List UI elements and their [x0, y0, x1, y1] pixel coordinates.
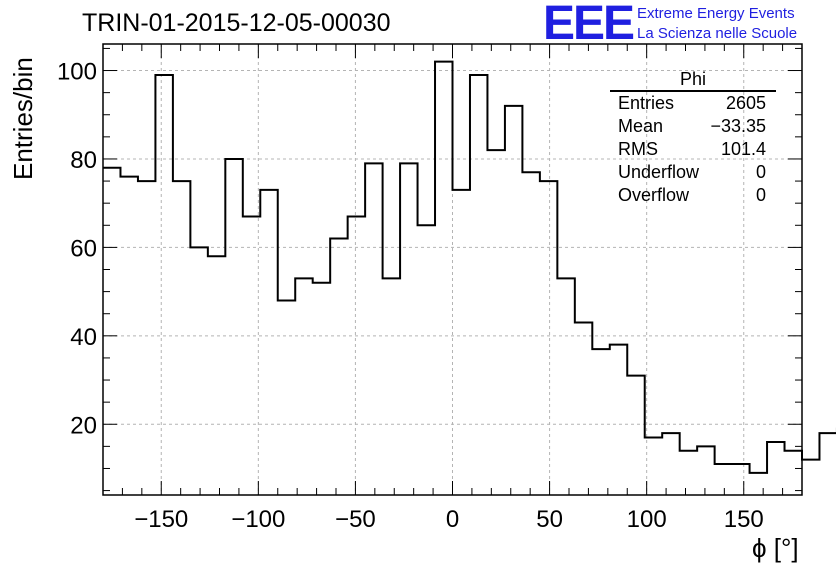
- stats-value: 0: [755, 185, 766, 205]
- stats-row-entries: Entries 2605: [610, 92, 776, 115]
- stats-value: 0: [755, 162, 766, 182]
- x-tick-label: 0: [446, 506, 459, 533]
- phi-histogram-line: [103, 60, 836, 474]
- y-axis-label: Entries/bin: [8, 57, 38, 180]
- stats-box: Phi Entries 2605 Mean −33.35 RMS 101.4 U…: [610, 68, 776, 207]
- brand-line-1: Extreme Energy Events: [637, 5, 795, 22]
- stats-label: Underflow: [618, 162, 700, 182]
- y-tick-label: 100: [57, 59, 97, 86]
- eee-logo: EEE: [543, 0, 635, 50]
- x-tick-label: 150: [724, 506, 764, 533]
- y-tick-label: 80: [70, 147, 97, 174]
- stats-row-rms: RMS 101.4: [610, 138, 776, 161]
- stats-label: Entries: [618, 93, 675, 113]
- stats-label: RMS: [618, 139, 658, 159]
- run-title: TRIN-01-2015-12-05-00030: [82, 9, 391, 37]
- stats-label: Mean: [618, 116, 664, 136]
- x-tick-label: 100: [627, 506, 667, 533]
- y-tick-labels: 20 40 60 80 100: [57, 59, 97, 440]
- x-tick-labels: −150 −100 −50 0 50 100 150: [134, 506, 764, 533]
- x-tick-label: −50: [335, 506, 376, 533]
- x-tick-label: −150: [134, 506, 188, 533]
- stats-value: −33.35: [710, 116, 766, 136]
- stats-value: 2605: [725, 93, 766, 113]
- stats-row-mean: Mean −33.35: [610, 115, 776, 138]
- x-tick-label: 50: [536, 506, 563, 533]
- x-tick-label: −100: [231, 506, 285, 533]
- axis-ticks: [103, 44, 802, 495]
- y-tick-label: 60: [70, 235, 97, 262]
- stats-label: Overflow: [618, 185, 690, 205]
- stats-title: Phi: [610, 68, 776, 92]
- y-tick-label: 40: [70, 324, 97, 351]
- brand-text: Extreme Energy Events La Scienza nelle S…: [637, 4, 797, 44]
- stats-row-underflow: Underflow 0: [610, 161, 776, 184]
- stats-row-overflow: Overflow 0: [610, 184, 776, 207]
- stats-value: 101.4: [720, 139, 766, 159]
- y-tick-label: 20: [70, 412, 97, 439]
- brand-line-2: La Scienza nelle Scuole: [637, 25, 798, 42]
- x-axis-label: ϕ [°]: [752, 533, 799, 563]
